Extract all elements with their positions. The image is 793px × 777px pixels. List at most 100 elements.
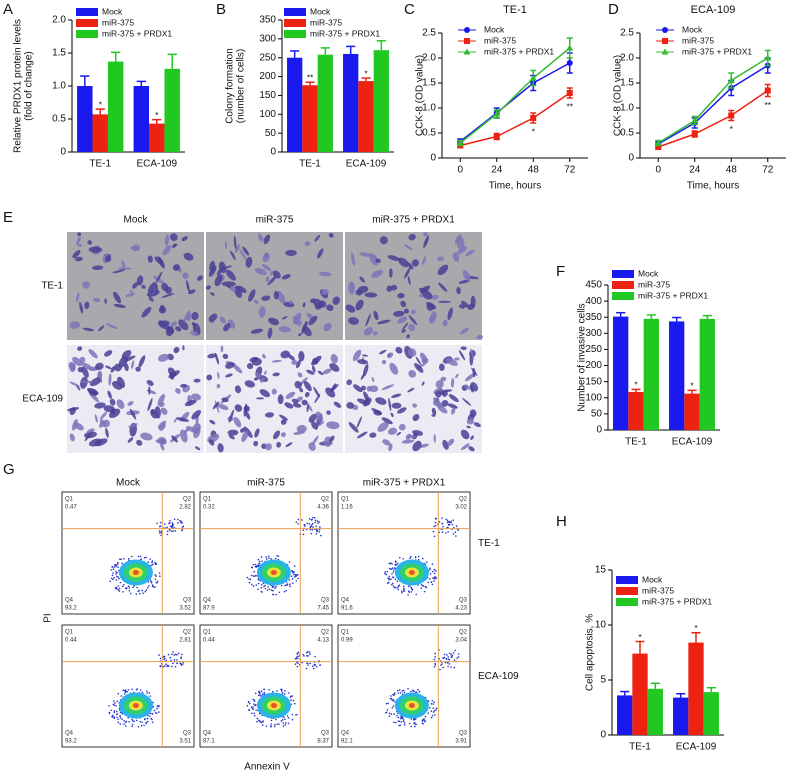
event <box>430 703 433 705</box>
x-tick-label: TE-1 <box>89 159 111 170</box>
event <box>116 588 119 590</box>
cell <box>76 292 80 302</box>
cell <box>306 369 315 375</box>
event <box>135 593 138 596</box>
cell <box>390 284 398 291</box>
cell <box>359 276 365 283</box>
y-axis-label: Colony formation <box>225 48 236 124</box>
event <box>446 521 449 524</box>
cell <box>136 275 144 286</box>
cell <box>161 282 169 292</box>
cell <box>261 263 272 271</box>
cell <box>208 265 217 277</box>
event <box>403 722 406 724</box>
event <box>297 518 300 521</box>
event <box>432 707 435 709</box>
cell <box>364 292 378 298</box>
y-tick-label: 15 <box>595 565 607 576</box>
event <box>454 531 457 533</box>
event <box>275 593 278 596</box>
cell <box>117 267 132 270</box>
event <box>386 582 389 584</box>
cell <box>352 349 362 362</box>
event <box>179 519 181 522</box>
bar <box>699 318 715 430</box>
legend-label: Mock <box>102 6 123 16</box>
quadrant-value: 7.45 <box>317 606 329 612</box>
quadrant-value: 87.1 <box>203 739 215 745</box>
cell <box>141 306 152 318</box>
quadrant-value: 3.04 <box>455 638 467 644</box>
cell <box>208 439 215 446</box>
event <box>265 725 268 727</box>
cell <box>157 436 167 445</box>
event <box>434 576 437 578</box>
event <box>429 572 432 575</box>
event <box>282 722 285 724</box>
cell <box>82 281 91 289</box>
event <box>410 725 413 728</box>
event <box>113 566 116 568</box>
cell <box>326 421 340 430</box>
y-tick-label: 250 <box>585 344 602 355</box>
cell <box>217 403 229 410</box>
event <box>125 690 127 693</box>
cell <box>81 366 89 378</box>
event <box>388 578 391 580</box>
event <box>402 585 405 588</box>
cell <box>221 281 236 287</box>
quadrant-name: Q1 <box>341 497 350 503</box>
cell <box>319 271 332 277</box>
event <box>253 714 256 717</box>
event <box>133 720 136 723</box>
cell <box>217 371 220 379</box>
event <box>448 521 450 524</box>
event <box>422 557 424 560</box>
event <box>428 578 431 580</box>
event <box>387 577 389 579</box>
cell <box>285 442 293 448</box>
significance: * <box>99 99 103 109</box>
event <box>176 654 178 656</box>
event <box>394 586 397 589</box>
quadrant-name: Q4 <box>203 731 212 737</box>
event <box>268 557 270 560</box>
legend-marker <box>662 27 668 33</box>
cell <box>184 399 197 407</box>
cell <box>180 383 187 388</box>
event <box>388 581 390 584</box>
event <box>115 579 118 581</box>
event <box>314 521 316 524</box>
event <box>457 656 460 658</box>
event <box>417 555 420 558</box>
cell <box>77 243 83 247</box>
cell <box>79 301 84 314</box>
x-axis-label: Annexin V <box>244 762 290 773</box>
cell <box>253 440 259 447</box>
y-tick-label: 0 <box>600 730 606 741</box>
event <box>393 692 396 694</box>
event <box>297 523 299 525</box>
event <box>310 532 313 535</box>
cell <box>105 365 112 370</box>
event <box>434 521 437 524</box>
cell <box>280 350 291 359</box>
cell <box>460 429 470 440</box>
legend-label: miR-375 + PRDX1 <box>102 28 172 38</box>
event <box>275 585 277 588</box>
x-axis-label: Time, hours <box>489 181 541 192</box>
cell <box>415 356 422 365</box>
cell <box>208 313 218 322</box>
quadrant-name: Q4 <box>341 598 350 604</box>
x-tick-label: 48 <box>726 165 738 176</box>
event <box>453 659 456 661</box>
cell <box>88 349 98 359</box>
cell <box>389 268 393 278</box>
event <box>432 711 435 713</box>
event <box>403 588 405 591</box>
y-tick-label: 350 <box>259 15 276 26</box>
cell <box>460 443 470 451</box>
quadrant-name: Q4 <box>65 731 74 737</box>
event <box>388 712 391 715</box>
cell <box>240 427 246 433</box>
